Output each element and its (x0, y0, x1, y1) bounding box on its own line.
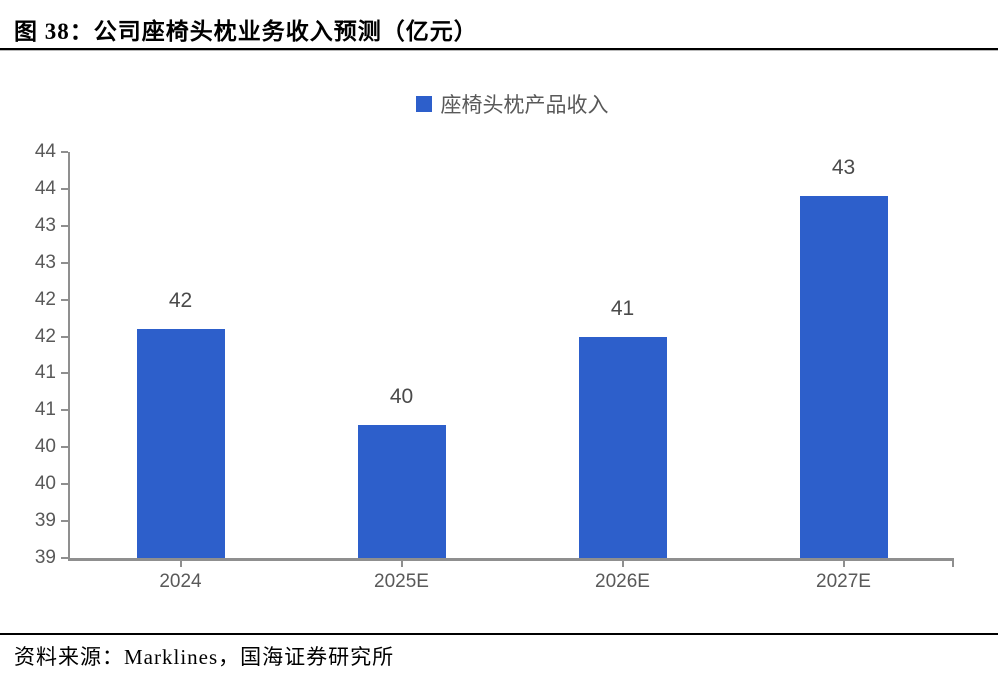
y-axis-tick (61, 520, 68, 523)
x-axis-tick (842, 561, 845, 567)
figure-title: 图 38：公司座椅头枕业务收入预测（亿元） (14, 19, 478, 44)
x-axis-tick-label: 2026E (595, 571, 650, 592)
x-axis-tick-label: 2027E (816, 571, 871, 592)
y-axis-tick-label: 40 (34, 436, 56, 458)
y-axis-tick-label: 39 (34, 547, 56, 568)
y-axis-tick (61, 335, 68, 338)
y-axis-tick-label: 43 (34, 214, 56, 236)
footer-divider (0, 633, 998, 635)
y-axis-tick-label: 43 (34, 251, 56, 273)
legend-label: 座椅头枕产品收入 (440, 94, 609, 117)
y-axis-tick (61, 224, 68, 227)
x-axis-tick (621, 561, 624, 567)
bar-chart: 39 39 40 40 41 41 42 42 43 43 44 44 42 2024 40 2025E 41 2… (34, 141, 954, 592)
bar-value-label: 40 (389, 385, 414, 409)
x-axis-tick-label: 2025E (374, 571, 429, 592)
y-axis-line (68, 152, 70, 561)
bar-value-label: 42 (168, 289, 193, 313)
y-axis-tick (61, 446, 68, 449)
bar-value-label: 43 (831, 156, 856, 180)
y-axis-tick (61, 557, 68, 559)
x-axis-tick-label: 2024 (159, 571, 202, 592)
y-axis-tick (61, 187, 68, 190)
bar-2024 (136, 329, 225, 558)
y-axis-tick-label: 42 (34, 288, 56, 310)
y-axis-tick (61, 298, 68, 301)
chart-legend: 座椅头枕产品收入 (70, 92, 954, 117)
y-axis-tick-label: 44 (34, 141, 56, 162)
title-divider (0, 48, 998, 51)
bar-2027E (799, 196, 888, 558)
y-axis-tick (61, 409, 68, 412)
source-note: 资料来源：Marklines，国海证券研究所 (14, 645, 395, 669)
y-axis-tick (61, 483, 68, 486)
y-axis-tick-label: 41 (34, 399, 56, 421)
y-axis-tick-label: 44 (34, 177, 56, 199)
x-axis-tick (400, 561, 403, 567)
legend-swatch-icon (415, 96, 432, 112)
bar-value-label: 41 (610, 296, 635, 320)
y-axis-tick-label: 41 (34, 362, 56, 384)
y-axis-tick-label: 42 (34, 325, 56, 347)
bar-2026E (578, 336, 667, 558)
y-axis-tick-label: 40 (34, 473, 56, 495)
bar-2025E (357, 425, 446, 558)
y-axis-tick (61, 372, 68, 375)
x-axis-end-tick (952, 561, 954, 567)
y-axis-tick-label: 39 (34, 510, 56, 532)
x-axis-line (68, 558, 954, 561)
y-axis-tick (61, 151, 68, 153)
y-axis-tick (61, 261, 68, 264)
x-axis-tick (179, 561, 182, 567)
